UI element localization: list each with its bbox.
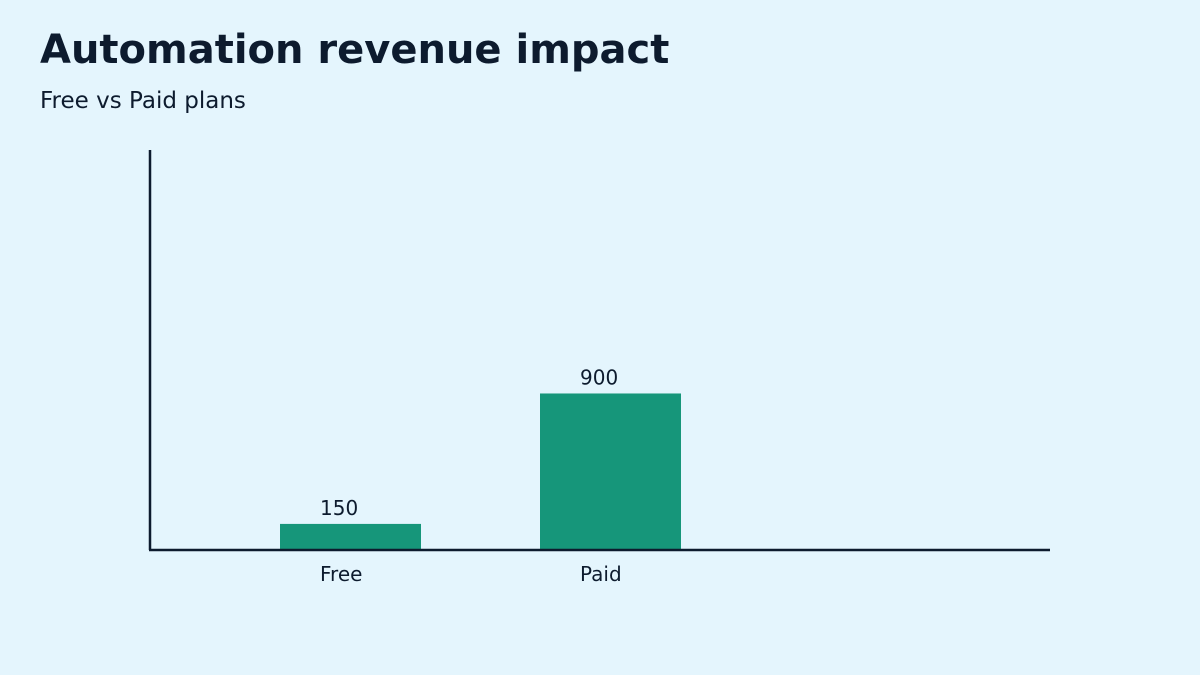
bar-free xyxy=(280,523,421,550)
data-label-free: 150 xyxy=(320,496,358,520)
labels-group: 150 Free 900 Paid xyxy=(320,365,622,586)
chart-title: Automation revenue impact xyxy=(40,27,670,73)
bars-group xyxy=(280,393,681,550)
x-tick-label-paid: Paid xyxy=(580,562,622,586)
bar-paid xyxy=(540,393,681,550)
chart-subtitle: Free vs Paid plans xyxy=(40,88,246,114)
x-tick-label-free: Free xyxy=(320,562,362,586)
data-label-paid: 900 xyxy=(580,365,618,389)
